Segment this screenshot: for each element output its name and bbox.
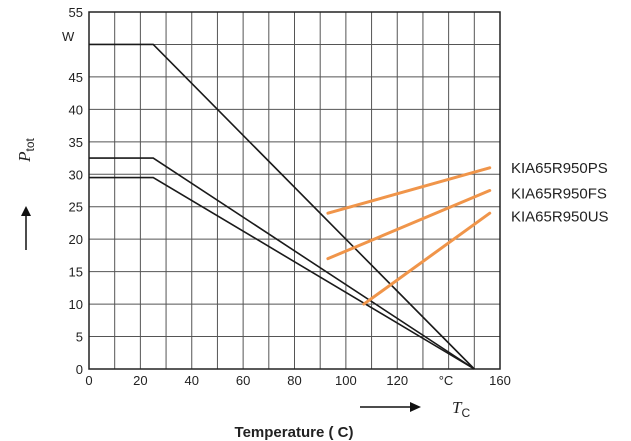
y-tick-label: 20 bbox=[69, 232, 83, 247]
y-tick-label: 30 bbox=[69, 167, 83, 182]
y-tick-labels: 0 5 10 15 20 25 30 35 40 45 55 bbox=[69, 5, 83, 377]
x-axis-symbol-main: T bbox=[452, 398, 463, 417]
x-tick-label: 100 bbox=[335, 373, 357, 388]
x-tick-labels: 0 20 40 60 80 100 120 160 bbox=[85, 373, 510, 388]
x-axis-symbol-sub: C bbox=[461, 406, 470, 420]
x-tick-label: 160 bbox=[489, 373, 511, 388]
legend: KIA65R950PS KIA65R950FS KIA65R950US bbox=[511, 160, 609, 226]
y-tick-label: 55 bbox=[69, 5, 83, 20]
x-tick-label: 40 bbox=[185, 373, 199, 388]
x-tick-label: 0 bbox=[85, 373, 92, 388]
x-unit-label: °C bbox=[439, 373, 454, 388]
svg-text:Ptot: Ptot bbox=[15, 137, 37, 162]
y-tick-label: 25 bbox=[69, 200, 83, 215]
y-tick-label: 35 bbox=[69, 135, 83, 150]
legend-entry-2: KIA65R950FS bbox=[511, 186, 607, 203]
legend-entry-3: KIA65R950US bbox=[511, 208, 609, 225]
x-tick-label: 80 bbox=[287, 373, 301, 388]
plot-border bbox=[88, 11, 501, 370]
y-tick-label: 40 bbox=[69, 102, 83, 117]
y-axis-arrow-icon bbox=[21, 206, 31, 250]
y-tick-label: 15 bbox=[69, 265, 83, 280]
y-axis-symbol: Ptot bbox=[15, 137, 37, 162]
y-axis-symbol-sub: tot bbox=[23, 137, 37, 151]
x-axis-symbol: TC bbox=[452, 398, 470, 420]
leader-line-2 bbox=[326, 189, 492, 261]
y-tick-label: 5 bbox=[76, 330, 83, 345]
x-tick-label: 60 bbox=[236, 373, 250, 388]
legend-entry-1: KIA65R950PS bbox=[511, 160, 608, 177]
series-line-1 bbox=[89, 43, 475, 370]
series-line-2 bbox=[89, 157, 475, 370]
x-tick-label: 20 bbox=[133, 373, 147, 388]
y-axis-symbol-main: P bbox=[15, 151, 34, 162]
derating-curves bbox=[89, 43, 475, 370]
legend-leader-lines bbox=[326, 166, 492, 306]
leader-line-3 bbox=[362, 211, 492, 306]
x-axis-arrow-icon bbox=[360, 402, 421, 412]
y-tick-label: 45 bbox=[69, 70, 83, 85]
y-tick-label: 10 bbox=[69, 297, 83, 312]
leader-line-1 bbox=[326, 166, 492, 215]
y-unit-label: W bbox=[62, 29, 75, 44]
series-line-3 bbox=[89, 176, 475, 370]
x-axis-title: Temperature ( C) bbox=[235, 424, 354, 441]
grid-lines bbox=[88, 11, 501, 370]
x-tick-label: 120 bbox=[386, 373, 408, 388]
y-tick-label: 0 bbox=[76, 362, 83, 377]
plot-frame bbox=[88, 11, 501, 370]
